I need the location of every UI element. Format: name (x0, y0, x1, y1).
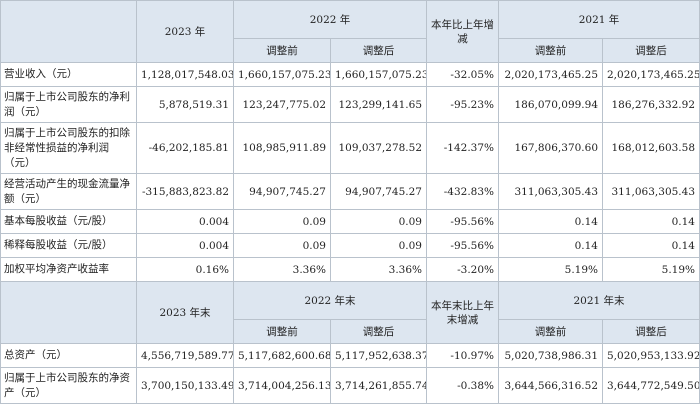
header-year-2023: 2023 年 (136, 0, 234, 63)
value-change: -142.37% (426, 122, 499, 174)
value-2023: 5,878,519.31 (136, 86, 234, 123)
value-2021-after: 168,012,603.58 (602, 122, 700, 174)
header-2022-after: 调整后 (330, 319, 427, 344)
value-2021-after: 0.14 (602, 233, 700, 258)
value-2022-after: 3,714,261,855.74 (330, 367, 427, 404)
table-row: 营业收入（元） 1,128,017,548.03 1,660,157,075.2… (0, 62, 700, 87)
table-row: 稀释每股收益（元/股） 0.004 0.09 0.09 -95.56% 0.14… (0, 233, 700, 258)
value-2021-before: 2,020,173,465.25 (498, 62, 603, 87)
header-year-end-2022: 2022 年末 (233, 281, 427, 320)
value-2021-before: 0.14 (498, 233, 603, 258)
value-2023: 0.16% (136, 257, 234, 282)
value-change: -432.83% (426, 173, 499, 210)
value-change: -95.56% (426, 209, 499, 234)
value-2022-after: 123,299,141.65 (330, 86, 427, 123)
value-2022-before: 123,247,775.02 (233, 86, 331, 123)
value-2023: 4,556,719,589.77 (136, 343, 234, 368)
value-2021-before: 5,020,738,986.31 (498, 343, 603, 368)
section1-subheader-row: 调整前 调整后 调整前 调整后 (1, 38, 700, 63)
value-2023: 1,128,017,548.03 (136, 62, 234, 87)
header-2021-after: 调整后 (602, 319, 700, 344)
value-2022-before: 108,985,911.89 (233, 122, 331, 174)
table-row: 总资产（元） 4,556,719,589.77 5,117,682,600.68… (0, 343, 700, 368)
header-year-end-2023: 2023 年末 (136, 281, 234, 344)
section2-subheader-row: 调整前 调整后 调整前 调整后 (1, 319, 700, 344)
value-2021-after: 311,063,305.43 (602, 173, 700, 210)
row-label: 营业收入（元） (0, 62, 137, 87)
value-2021-after: 3,644,772,549.50 (602, 367, 700, 404)
value-2021-after: 0.14 (602, 209, 700, 234)
value-2021-before: 5.19% (498, 257, 603, 282)
header-2022-before: 调整前 (233, 319, 331, 344)
table-row: 归属于上市公司股东的净资产（元） 3,700,150,133.49 3,714,… (0, 367, 700, 404)
value-2023: 0.004 (136, 209, 234, 234)
header-2021-after: 调整后 (602, 38, 700, 63)
value-change: -0.38% (426, 367, 499, 404)
value-2022-before: 0.09 (233, 233, 331, 258)
value-2021-after: 5,020,953,133.92 (602, 343, 700, 368)
header-year-end-2021: 2021 年末 (498, 281, 700, 320)
value-2022-after: 3.36% (330, 257, 427, 282)
header-change: 本年比上年增减 (426, 0, 499, 63)
value-2022-before: 3.36% (233, 257, 331, 282)
value-change: -32.05% (426, 62, 499, 87)
header-blank-cell (0, 0, 137, 63)
value-2022-after: 5,117,952,638.37 (330, 343, 427, 368)
table-row: 基本每股收益（元/股） 0.004 0.09 0.09 -95.56% 0.14… (0, 209, 700, 234)
value-2021-before: 3,644,566,316.52 (498, 367, 603, 404)
header-year-2022: 2022 年 (233, 0, 427, 39)
value-change: -95.23% (426, 86, 499, 123)
row-label: 经营活动产生的现金流量净额（元） (0, 173, 137, 210)
value-2022-after: 1,660,157,075.23 (330, 62, 427, 87)
row-label: 归属于上市公司股东的净利润（元） (0, 86, 137, 123)
value-2022-before: 94,907,745.27 (233, 173, 331, 210)
value-2021-before: 186,070,099.94 (498, 86, 603, 123)
value-2023: -315,883,823.82 (136, 173, 234, 210)
table-row: 经营活动产生的现金流量净额（元） -315,883,823.82 94,907,… (0, 173, 700, 210)
section2-header-row: 2023 年末 2022 年末 本年末比上年末增减 2021 年末 (0, 281, 700, 344)
value-2022-after: 94,907,745.27 (330, 173, 427, 210)
value-change: -95.56% (426, 233, 499, 258)
value-2022-before: 0.09 (233, 209, 331, 234)
value-2021-after: 186,276,332.92 (602, 86, 700, 123)
table-row: 归属于上市公司股东的扣除非经常性损益的净利润（元） -46,202,185.81… (0, 122, 700, 174)
header-year-end-change: 本年末比上年末增减 (426, 281, 499, 344)
row-label: 归属于上市公司股东的净资产（元） (0, 367, 137, 404)
value-2023: 3,700,150,133.49 (136, 367, 234, 404)
header-blank-cell (0, 281, 137, 344)
row-label: 总资产（元） (0, 343, 137, 368)
value-2023: -46,202,185.81 (136, 122, 234, 174)
row-label: 归属于上市公司股东的扣除非经常性损益的净利润（元） (0, 122, 137, 174)
value-2021-before: 167,806,370.60 (498, 122, 603, 174)
value-2022-before: 5,117,682,600.68 (233, 343, 331, 368)
value-2022-after: 109,037,278.52 (330, 122, 427, 174)
header-2022-after: 调整后 (330, 38, 427, 63)
value-2022-after: 0.09 (330, 209, 427, 234)
header-2021-before: 调整前 (498, 38, 603, 63)
value-2022-after: 0.09 (330, 233, 427, 258)
value-2021-before: 311,063,305.43 (498, 173, 603, 210)
row-label: 稀释每股收益（元/股） (0, 233, 137, 258)
row-label: 基本每股收益（元/股） (0, 209, 137, 234)
section1-header-row: 2023 年 2022 年 本年比上年增减 2021 年 (0, 0, 700, 63)
value-2022-before: 3,714,004,256.13 (233, 367, 331, 404)
table-row: 加权平均净资产收益率 0.16% 3.36% 3.36% -3.20% 5.19… (0, 257, 700, 282)
table-row: 归属于上市公司股东的净利润（元） 5,878,519.31 123,247,77… (0, 86, 700, 123)
value-2021-after: 5.19% (602, 257, 700, 282)
value-2023: 0.004 (136, 233, 234, 258)
header-year-2021: 2021 年 (498, 0, 700, 39)
value-2022-before: 1,660,157,075.23 (233, 62, 331, 87)
value-change: -3.20% (426, 257, 499, 282)
value-2021-before: 0.14 (498, 209, 603, 234)
header-2021-before: 调整前 (498, 319, 603, 344)
value-change: -10.97% (426, 343, 499, 368)
financial-data-table: 2023 年 2022 年 本年比上年增减 2021 年 调整前 调整后 调整前… (0, 0, 700, 404)
header-2022-before: 调整前 (233, 38, 331, 63)
value-2021-after: 2,020,173,465.25 (602, 62, 700, 87)
row-label: 加权平均净资产收益率 (0, 257, 137, 282)
